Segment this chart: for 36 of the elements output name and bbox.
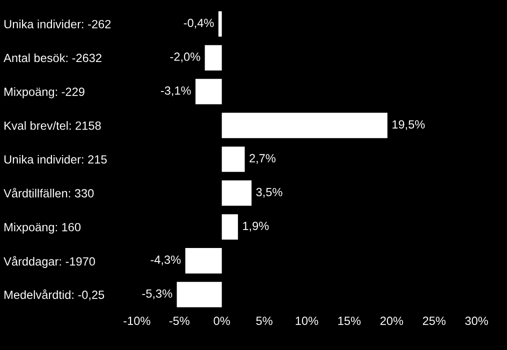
x-tick-label: 0% [214, 316, 230, 326]
y-tick-label: Mixpoäng: -229 [4, 87, 84, 98]
bar [176, 282, 222, 308]
x-tick-label: 5% [256, 316, 272, 326]
data-label: 1,9% [243, 222, 269, 232]
bar [222, 180, 252, 206]
data-label: 3,5% [256, 188, 282, 198]
y-tick-label: Unika individer: -262 [4, 20, 111, 28]
bar [222, 146, 245, 172]
y-tick-label: Vårddagar: -1970 [4, 256, 95, 268]
y-tick-label: Antal besök: -2632 [4, 53, 102, 62]
y-tick-label: Unika individer: 215 [4, 154, 107, 164]
data-label: -2,0% [170, 52, 200, 62]
bar [222, 214, 238, 240]
x-tick-label: 15% [338, 316, 361, 326]
bar [195, 78, 222, 104]
data-label: -3,1% [160, 86, 191, 96]
x-tick-label: 25% [422, 316, 446, 326]
y-tick-label: Kval brev/tel: 2158 [4, 121, 101, 130]
data-label: -5,3% [142, 289, 172, 300]
x-tick-label: 30% [465, 316, 488, 326]
data-label: 19,5% [392, 120, 425, 130]
bar [222, 112, 388, 138]
bar [204, 45, 222, 70]
x-tick-label: -5% [169, 316, 190, 326]
x-tick-label: -10% [124, 316, 150, 326]
bar [185, 248, 222, 274]
data-label: -0,4% [184, 18, 214, 28]
data-label: -4,3% [150, 256, 181, 266]
y-tick-label: Medelvårdtid: -0,25 [4, 289, 104, 300]
y-tick-label: Mixpoäng: 160 [4, 222, 81, 234]
data-label: 2,7% [250, 154, 276, 164]
x-tick-label: 10% [296, 316, 318, 326]
x-tick-label: 20% [380, 316, 404, 326]
y-tick-label: Vårdtillfällen: 330 [4, 188, 94, 198]
bar [218, 11, 222, 37]
